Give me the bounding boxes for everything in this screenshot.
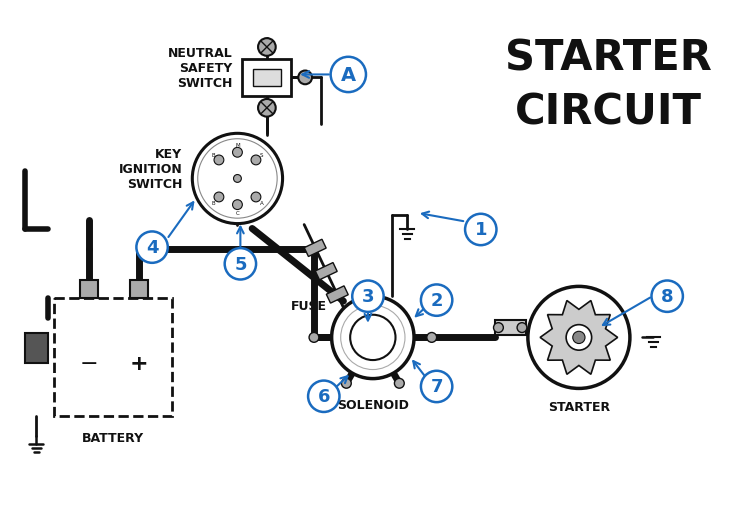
Text: A: A: [260, 201, 264, 206]
Bar: [253, 69, 280, 87]
Text: BATTERY: BATTERY: [81, 431, 144, 444]
Circle shape: [528, 287, 630, 389]
Text: 4: 4: [146, 239, 159, 257]
Text: STARTER: STARTER: [548, 400, 610, 413]
Text: C: C: [236, 210, 239, 215]
Text: NEUTRAL
SAFETY
SWITCH: NEUTRAL SAFETY SWITCH: [168, 47, 233, 90]
Bar: [81, 281, 98, 299]
Circle shape: [214, 156, 224, 165]
Circle shape: [137, 232, 168, 263]
Bar: [24, 334, 48, 363]
Text: 3: 3: [362, 288, 374, 305]
Text: 8: 8: [661, 288, 674, 305]
Text: M: M: [235, 143, 240, 148]
Polygon shape: [327, 286, 348, 303]
Text: KEY
IGNITION
SWITCH: KEY IGNITION SWITCH: [119, 148, 183, 191]
Text: SOLENOID: SOLENOID: [337, 398, 409, 411]
Circle shape: [652, 281, 683, 313]
Circle shape: [258, 100, 276, 118]
Circle shape: [421, 285, 452, 316]
Text: CIRCUIT: CIRCUIT: [515, 92, 702, 133]
Circle shape: [233, 175, 241, 183]
Circle shape: [426, 333, 437, 343]
Circle shape: [421, 371, 452, 403]
Circle shape: [309, 333, 319, 343]
FancyBboxPatch shape: [242, 60, 291, 97]
Text: 5: 5: [234, 256, 247, 273]
Circle shape: [566, 325, 592, 351]
Circle shape: [330, 58, 366, 93]
Circle shape: [341, 379, 352, 388]
Bar: [495, 320, 526, 336]
Circle shape: [192, 134, 283, 224]
Circle shape: [332, 297, 414, 379]
Circle shape: [225, 248, 256, 280]
FancyBboxPatch shape: [54, 299, 172, 416]
Circle shape: [350, 315, 396, 360]
Text: S: S: [260, 153, 263, 158]
Circle shape: [308, 381, 340, 412]
Circle shape: [298, 71, 312, 85]
Text: +: +: [129, 353, 148, 373]
Circle shape: [233, 201, 242, 210]
Text: B: B: [211, 153, 215, 158]
Text: FUSE: FUSE: [291, 299, 327, 313]
Circle shape: [197, 139, 277, 219]
Circle shape: [465, 214, 496, 246]
Circle shape: [233, 148, 242, 158]
Circle shape: [517, 323, 527, 333]
Text: 7: 7: [430, 378, 443, 395]
Circle shape: [214, 193, 224, 203]
Text: 2: 2: [430, 292, 443, 309]
Text: −: −: [80, 353, 98, 373]
Bar: [130, 281, 148, 299]
Text: 1: 1: [474, 221, 487, 239]
Circle shape: [394, 379, 404, 388]
Circle shape: [251, 193, 261, 203]
Polygon shape: [540, 301, 618, 375]
Text: 6: 6: [318, 387, 330, 406]
Circle shape: [251, 156, 261, 165]
Text: A: A: [341, 66, 356, 85]
Text: STARTER: STARTER: [505, 38, 712, 79]
Circle shape: [493, 323, 504, 333]
Text: B: B: [211, 201, 215, 206]
Circle shape: [258, 39, 276, 56]
Polygon shape: [304, 240, 326, 257]
Circle shape: [573, 332, 585, 344]
Circle shape: [341, 306, 405, 370]
Circle shape: [352, 281, 384, 313]
Polygon shape: [316, 263, 337, 280]
